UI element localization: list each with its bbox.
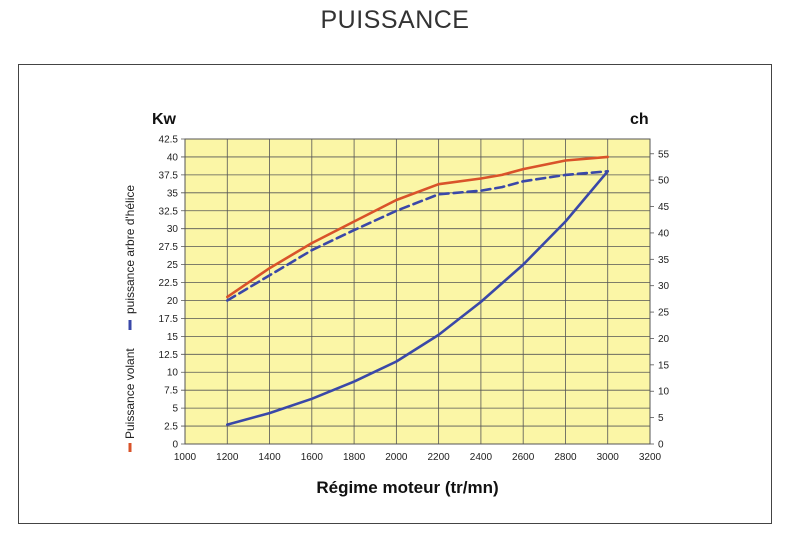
y-left-tick-label: 40 xyxy=(167,152,179,163)
x-tick-label: 2800 xyxy=(554,452,577,463)
x-tick-label: 1000 xyxy=(174,452,197,463)
plot-area xyxy=(184,138,651,445)
x-tick-label: 1600 xyxy=(301,452,324,463)
x-tick-label: 1800 xyxy=(343,452,366,463)
x-axis-label: Régime moteur (tr/mn) xyxy=(316,478,498,497)
y-left-tick-label: 15 xyxy=(167,332,179,343)
y-left-tick-label: 7.5 xyxy=(164,386,178,397)
y-left-tick-label: 37.5 xyxy=(159,170,179,181)
y-left-tick-label: 25 xyxy=(167,260,179,271)
x-tick-label: 2600 xyxy=(512,452,535,463)
series-puissance-volant xyxy=(226,155,610,299)
y-left-tick-label: 22.5 xyxy=(159,278,179,289)
y-right-tick-label: 55 xyxy=(658,149,670,160)
x-tick-label: 1400 xyxy=(258,452,281,463)
y-left-tick-label: 10 xyxy=(167,368,179,379)
y-right-tick-label: 50 xyxy=(658,176,670,187)
series-curve-3 xyxy=(226,170,610,426)
y-left-tick-label: 32.5 xyxy=(159,206,179,217)
x-tick-label: 2000 xyxy=(385,452,408,463)
y-right-tick-label: 45 xyxy=(658,202,670,213)
y-left-tick-label: 42.5 xyxy=(159,135,179,146)
x-tick-label: 2200 xyxy=(428,452,451,463)
y-right-tick-label: 20 xyxy=(658,334,670,345)
y-right-tick-label: 5 xyxy=(658,413,664,424)
legend-label-helice: puissance arbre d'hélice xyxy=(123,185,137,314)
y-right-tick-label: 0 xyxy=(658,440,664,451)
series-puissance-helice xyxy=(226,170,610,302)
y-left-tick-label: 5 xyxy=(172,404,178,415)
y-left-tick-label: 12.5 xyxy=(159,350,179,361)
grid xyxy=(181,138,651,445)
y-right-tick-label: 30 xyxy=(658,281,670,292)
legend-group: Puissance volant puissance arbre d'hélice xyxy=(123,185,137,452)
x-tick-label: 3200 xyxy=(639,452,662,463)
y-left-tick-label: 30 xyxy=(167,224,179,235)
legend-label-volant: Puissance volant xyxy=(123,348,137,439)
y-axis-right-label: ch xyxy=(630,111,649,128)
series-lines xyxy=(226,155,610,426)
y-left-tick-label: 17.5 xyxy=(159,314,179,325)
x-tick-label: 3000 xyxy=(597,452,620,463)
x-tick-label: 1200 xyxy=(216,452,239,463)
y-right-tick-label: 25 xyxy=(658,308,670,319)
y-left-tick-label: 2.5 xyxy=(164,422,178,433)
y-right-tick-label: 10 xyxy=(658,387,670,398)
y-right-tick-label: 35 xyxy=(658,255,670,266)
x-tick-label: 2400 xyxy=(470,452,493,463)
page-title: PUISSANCE xyxy=(320,6,470,34)
y-left-tick-label: 20 xyxy=(167,296,179,307)
legend: Puissance volant puissance arbre d'hélice xyxy=(123,185,137,452)
y-left-tick-label: 27.5 xyxy=(159,242,179,253)
y-right-tick-label: 40 xyxy=(658,228,670,239)
y-left-tick-label: 35 xyxy=(167,188,179,199)
axes: 1000 1200 1400 1600 1800 2000 2200 2400 2600 2800… xyxy=(159,135,670,464)
y-right-tick-label: 15 xyxy=(658,360,670,371)
y-axis-left-label: Kw xyxy=(152,111,177,128)
y-left-tick-label: 0 xyxy=(172,440,178,451)
